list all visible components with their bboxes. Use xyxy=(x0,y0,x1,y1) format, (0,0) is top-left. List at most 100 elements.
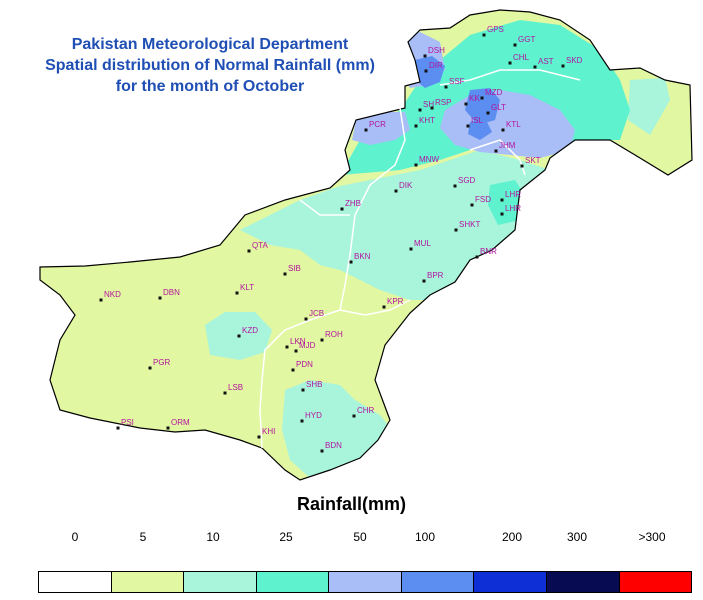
station-khi: KHI xyxy=(257,427,275,439)
station-pdn: PDN xyxy=(291,360,313,372)
station-marker xyxy=(364,128,368,132)
legend-tick-label: 25 xyxy=(279,530,293,544)
station-marker xyxy=(482,33,486,37)
station-marker xyxy=(116,426,120,430)
station-label: SIB xyxy=(288,264,301,273)
station-label: NKD xyxy=(104,290,121,299)
station-label: KLT xyxy=(240,283,254,292)
station-label: MJD xyxy=(299,341,316,350)
station-klt: KLT xyxy=(235,283,254,295)
station-label: DBN xyxy=(163,288,180,297)
station-marker xyxy=(247,249,251,253)
station-mul: MUL xyxy=(409,239,431,251)
station-marker xyxy=(424,69,428,73)
station-label: ISL xyxy=(471,116,484,125)
station-label: GLT xyxy=(491,103,506,112)
legend-tick-label: 0 xyxy=(71,530,79,544)
station-label: SKT xyxy=(525,156,541,165)
station-label: LKN xyxy=(290,337,306,346)
station-dir: DIR xyxy=(424,61,443,73)
station-marker xyxy=(520,164,524,168)
legend-title: Rainfall(mm) xyxy=(296,494,406,514)
station-marker xyxy=(349,260,353,264)
station-marker xyxy=(454,228,458,232)
station-zhb: ZHB xyxy=(340,199,361,211)
legend-swatch-c10 xyxy=(183,571,257,593)
legend-tick-label: 200 xyxy=(501,530,523,544)
station-marker xyxy=(394,189,398,193)
station-isl: ISL xyxy=(466,116,484,128)
station-label: AST xyxy=(538,57,554,66)
station-label: SHKT xyxy=(459,220,480,229)
station-marker xyxy=(223,391,227,395)
station-label: HYD xyxy=(305,411,322,420)
station-marker xyxy=(508,61,512,65)
station-marker xyxy=(166,426,170,430)
station-marker xyxy=(382,305,386,309)
station-dik: DIK xyxy=(394,181,413,193)
title-line-2: Spatial distribution of Normal Rainfall … xyxy=(45,57,375,74)
station-kpr: KPR xyxy=(382,297,404,309)
zone-100-200mm xyxy=(413,56,445,88)
station-label: SH xyxy=(423,100,434,109)
station-marker xyxy=(422,279,426,283)
station-jhm: JHM xyxy=(494,141,516,153)
station-gps: GPS xyxy=(482,25,504,37)
station-marker xyxy=(352,414,356,418)
station-marker xyxy=(453,184,457,188)
legend-swatch-c50 xyxy=(328,571,402,593)
station-label: SSF xyxy=(449,77,465,86)
legend-swatch-c100 xyxy=(400,571,475,593)
station-marker xyxy=(561,64,565,68)
station-label: FSD xyxy=(475,195,491,204)
title-line-1: Pakistan Meteorological Department xyxy=(71,36,349,53)
station-shkt: SHKT xyxy=(454,220,480,232)
station-label: MZD xyxy=(485,88,503,97)
station-label: LHR xyxy=(505,204,521,213)
station-dbn: DBN xyxy=(158,288,180,300)
station-marker xyxy=(500,198,504,202)
station-label: JCB xyxy=(309,309,324,318)
station-label: ZHB xyxy=(345,199,361,208)
station-sgd: SGD xyxy=(453,176,476,188)
station-lkn: LKN xyxy=(285,337,306,349)
station-label: LSB xyxy=(228,383,243,392)
station-label: BKN xyxy=(354,252,371,261)
legend-swatch-c300 xyxy=(545,571,620,593)
station-bpr: BPR xyxy=(422,271,444,283)
station-pcr: PCR xyxy=(364,120,386,132)
station-bdn: BDN xyxy=(320,441,342,453)
legend-tick-label: 10 xyxy=(206,530,220,544)
station-label: GGT xyxy=(518,35,535,44)
station-kht: KHT xyxy=(414,116,435,128)
legend-tick-label: 50 xyxy=(353,530,367,544)
station-roh: ROH xyxy=(320,330,343,342)
legend-tick-label: 300 xyxy=(566,530,588,544)
station-label: KTL xyxy=(506,120,521,129)
station-sib: SIB xyxy=(283,264,301,276)
station-marker xyxy=(418,108,422,112)
station-label: QTA xyxy=(252,241,269,250)
station-mnw: MNW xyxy=(414,155,439,167)
station-marker xyxy=(409,247,413,251)
station-label: MUL xyxy=(414,239,431,248)
station-mzd: MZD xyxy=(480,88,503,100)
legend-swatch-c300p xyxy=(618,571,693,593)
station-marker xyxy=(423,54,427,58)
station-label: RSP xyxy=(435,98,451,107)
station-mjd: MJD xyxy=(294,341,316,353)
station-label: LHR xyxy=(505,190,521,199)
station-label: SGD xyxy=(458,176,476,185)
station-skd: SKD xyxy=(561,56,583,68)
station-bnr: BNR xyxy=(475,247,497,259)
station-label: BDN xyxy=(325,441,342,450)
station-marker xyxy=(486,111,490,115)
station-label: MNW xyxy=(419,155,439,164)
station-label: DSH xyxy=(428,46,445,55)
station-label: BPR xyxy=(427,271,444,280)
station-label: PCR xyxy=(369,120,386,129)
map-title: Pakistan Meteorological Department Spati… xyxy=(0,34,420,97)
zone-10-25mm xyxy=(628,78,670,135)
station-marker xyxy=(148,366,152,370)
station-marker xyxy=(257,435,261,439)
